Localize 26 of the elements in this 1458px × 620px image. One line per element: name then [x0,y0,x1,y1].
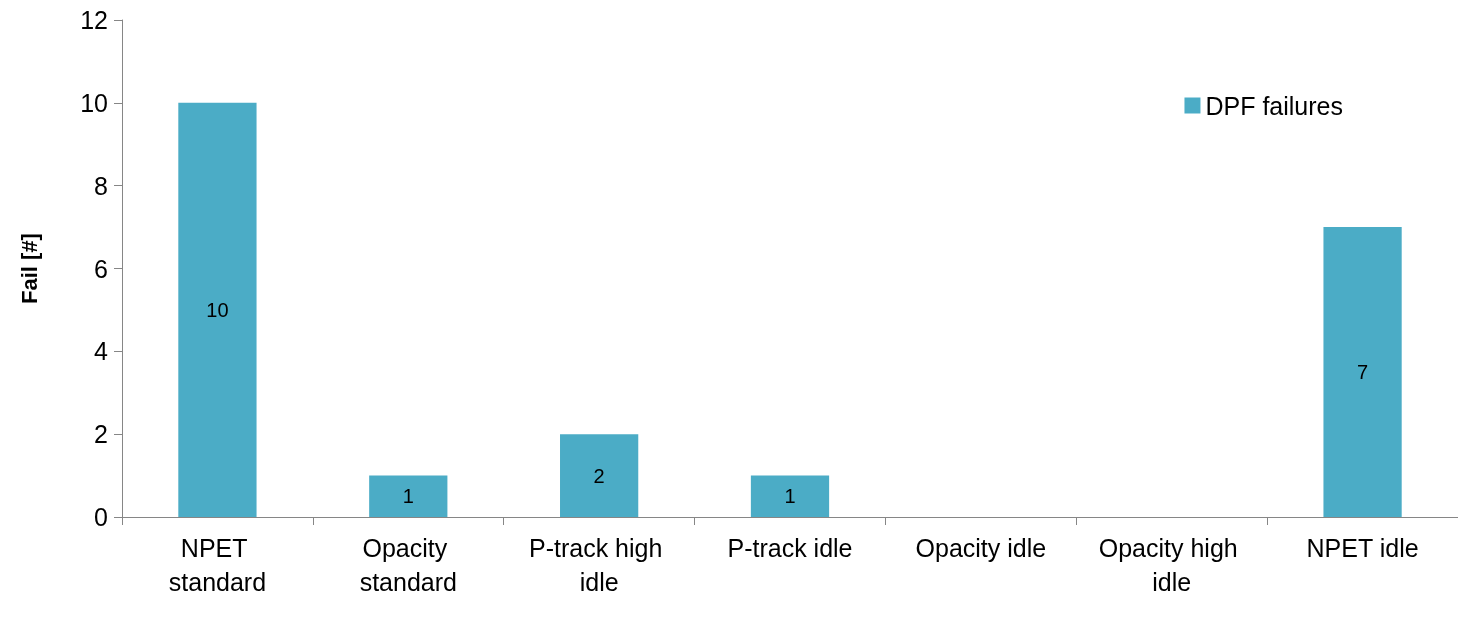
bar [1323,227,1402,517]
legend-label: DPF failures [1205,91,1344,120]
bar [178,102,257,517]
y-tick-label: 10 [80,88,108,117]
x-tick-label: Opacity standard [359,534,457,596]
bar [369,475,448,517]
data-label: 1 [784,485,796,508]
bar [750,475,830,517]
x-tick-label: P-track idle [727,534,853,562]
y-axis-title: Fail [#] [16,233,42,304]
x-tick-label: P-track high idle [528,534,670,596]
x-tick-label: NPET standard [168,534,267,596]
y-tick-label: 4 [94,337,109,366]
data-label: 1 [402,485,414,508]
data-label: 7 [1357,361,1369,384]
x-tick-label: Opacity high idle [1098,534,1245,596]
data-label: 10 [206,298,229,321]
y-tick-label: 2 [94,420,108,449]
bar [560,434,639,517]
data-label: 2 [593,464,605,487]
x-tick-label: NPET idle [1306,534,1419,562]
y-tick-label: 12 [80,6,108,34]
y-tick-label: 8 [94,171,108,200]
y-tick-label: 0 [94,503,108,531]
y-tick-label: 6 [94,254,108,283]
x-tick-label: Opacity idle [915,534,1047,562]
